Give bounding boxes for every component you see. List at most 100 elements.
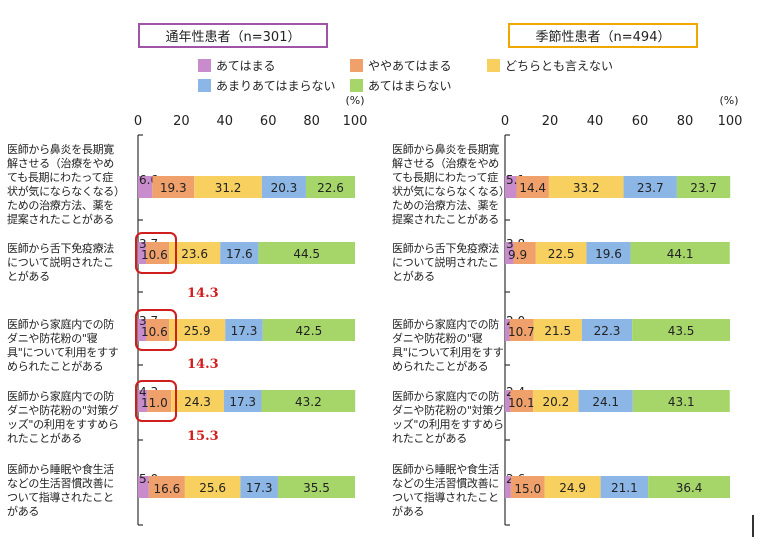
value-label-row2-seg5: 44.1 xyxy=(667,247,694,261)
value-label-row4-seg3: 20.2 xyxy=(542,395,569,409)
bar-row4-seg3 xyxy=(533,390,579,412)
bar-row2-seg4 xyxy=(586,242,631,264)
bar-row3-seg1 xyxy=(138,319,147,341)
bar-row3-seg3 xyxy=(169,319,226,341)
bar-row2-seg2 xyxy=(513,242,536,264)
bar-row2-seg1 xyxy=(138,242,147,264)
bar-row3-seg2 xyxy=(146,319,170,341)
x-tick-label-60: 60 xyxy=(632,114,649,129)
value-label-row1-seg4: 23.7 xyxy=(637,181,664,195)
legend-swatch-3 xyxy=(487,59,500,72)
value-label-row1-seg3: 33.2 xyxy=(573,181,600,195)
highlight-box-row3 xyxy=(135,309,177,351)
row-label-5-left: 医師から睡眠や食生活などの生活習慣改善について指導されたことがある xyxy=(7,463,114,518)
legend-item-3: どちらとも言えない xyxy=(487,57,613,74)
unit-label-1: (%) xyxy=(345,94,364,107)
value-label-row1-seg3: 31.2 xyxy=(215,181,242,195)
highlight-box-row4 xyxy=(135,380,177,422)
bar-row3-seg4 xyxy=(581,319,633,341)
bar-row3-seg3 xyxy=(533,319,582,341)
bar-row2-seg3 xyxy=(535,242,587,264)
legend-item-2: ややあてはまる xyxy=(350,57,452,74)
bar-row5-seg1 xyxy=(138,476,149,498)
bar-row1-seg1 xyxy=(505,176,517,198)
bar-row4-seg3 xyxy=(171,390,224,412)
legend-swatch-5 xyxy=(350,79,363,92)
value-label-row2-seg2: 10.6 xyxy=(141,248,168,262)
bar-row1-seg5 xyxy=(305,176,355,198)
value-label-row5-seg5: 36.4 xyxy=(676,481,703,495)
x-tick-label-40: 40 xyxy=(587,114,604,129)
legend-swatch-1 xyxy=(198,59,211,72)
legend-item-4: あまりあてはまらない xyxy=(198,77,336,94)
value-label-row2-seg2: 9.9 xyxy=(508,248,527,262)
legend-label-3: どちらとも言えない xyxy=(505,59,614,73)
bar-row1-seg2 xyxy=(152,176,195,198)
value-label-row4-seg2: 10.1 xyxy=(508,396,535,410)
bar-row3-seg4 xyxy=(225,319,263,341)
x-tick-label-20: 20 xyxy=(542,114,559,129)
x-tick-label-100: 100 xyxy=(343,114,368,129)
bar-row1-seg1 xyxy=(138,176,153,198)
value-label-row1-seg2: 19.3 xyxy=(160,181,187,195)
row-label-2-right: 医師から舌下免疫療法について説明されたことがある xyxy=(392,242,499,283)
value-label-row2-seg4: 17.6 xyxy=(226,247,253,261)
value-label-row2-seg3: 23.6 xyxy=(181,247,208,261)
bar-row5-seg4 xyxy=(240,476,278,498)
bar-row5-seg5 xyxy=(648,476,730,498)
unit-label-2: (%) xyxy=(719,94,738,107)
value-label-row4-seg5: 43.1 xyxy=(668,395,695,409)
value-label-row4-seg4: 17.3 xyxy=(229,395,256,409)
bar-row5-seg2 xyxy=(148,476,185,498)
x-tick-label-0: 0 xyxy=(134,114,142,129)
bar-row2-seg5 xyxy=(630,242,730,264)
value-label-row2-seg3: 22.5 xyxy=(548,247,575,261)
value-label-row3-seg5: 43.5 xyxy=(668,324,695,338)
sum-annotation-row3: 14.3 xyxy=(187,357,219,372)
value-label-row4-seg2: 11.0 xyxy=(141,396,168,410)
bar-row2-seg3 xyxy=(169,242,221,264)
title-box-seasonal: 季節性患者（n=494） xyxy=(508,23,698,48)
legend-label-2: ややあてはまる xyxy=(368,59,452,73)
bar-row2-seg4 xyxy=(220,242,259,264)
value-label-row1-seg4: 20.3 xyxy=(271,181,298,195)
value-label-row3-seg4: 17.3 xyxy=(231,324,258,338)
value-label-row5-seg3: 24.9 xyxy=(559,481,586,495)
bar-row2-seg2 xyxy=(146,242,170,264)
legend-swatch-4 xyxy=(198,79,211,92)
bar-row5-seg2 xyxy=(510,476,545,498)
bar-row4-seg5 xyxy=(261,390,356,412)
value-label-row2-seg5: 44.5 xyxy=(293,247,320,261)
legend-label-1: あてはまる xyxy=(216,59,276,73)
value-label-row3-seg4: 22.3 xyxy=(594,324,621,338)
bar-row3-seg1 xyxy=(505,319,510,341)
value-label-row5-seg4: 21.1 xyxy=(611,481,638,495)
row-label-4-right: 医師から家庭内での防ダニや防花粉の"対策グッズ"の利用をすすめられたことがある xyxy=(392,390,504,445)
bar-row1-seg4 xyxy=(261,176,306,198)
value-label-row3-seg3: 21.5 xyxy=(544,324,571,338)
value-label-row3-seg3: 25.9 xyxy=(184,324,211,338)
x-tick-label-0: 0 xyxy=(501,114,509,129)
value-label-row3-seg5: 42.5 xyxy=(296,324,323,338)
value-label-row4-seg4: 24.1 xyxy=(592,395,619,409)
bar-row1-seg2 xyxy=(516,176,549,198)
sum-annotation-row2: 14.3 xyxy=(187,286,219,301)
value-label-row2-seg4: 19.6 xyxy=(595,247,622,261)
value-label-row4-seg3: 24.3 xyxy=(184,395,211,409)
value-label-row5-seg4: 17.3 xyxy=(246,481,273,495)
bar-row5-seg1 xyxy=(505,476,511,498)
bar-row1-seg5 xyxy=(676,176,731,198)
bar-row5-seg4 xyxy=(600,476,649,498)
page-edge-marker xyxy=(752,515,754,537)
bar-row4-seg5 xyxy=(632,390,730,412)
row-label-1-right: 医師から鼻炎を長期寛解させる（治療をやめても長期にわたって症状が気にならなくなる… xyxy=(392,143,505,226)
x-tick-label-60: 60 xyxy=(260,114,277,129)
sum-annotation-row4: 15.3 xyxy=(187,429,219,444)
legend-item-1: あてはまる xyxy=(198,57,276,74)
bar-row4-seg1 xyxy=(505,390,511,412)
x-tick-label-20: 20 xyxy=(173,114,190,129)
bar-row5-seg5 xyxy=(277,476,355,498)
value-label-row3-seg2: 10.7 xyxy=(508,325,535,339)
bar-row2-seg5 xyxy=(258,242,355,264)
